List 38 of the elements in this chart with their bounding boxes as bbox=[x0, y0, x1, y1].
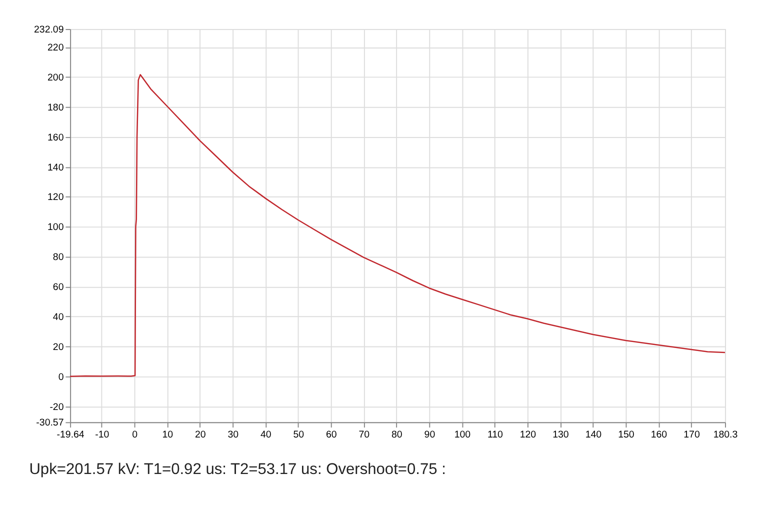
line-series bbox=[70, 74, 725, 378]
x-tick-label: 140 bbox=[585, 429, 602, 440]
y-tick-label: -30.57 bbox=[36, 418, 64, 429]
x-tick-label: 50 bbox=[293, 429, 305, 440]
y-tick-label: 160 bbox=[48, 132, 64, 144]
x-tick-label: 110 bbox=[487, 429, 504, 440]
x-tick-label: 100 bbox=[454, 429, 472, 440]
x-tick-label: 170 bbox=[684, 429, 700, 440]
x-tick-label: 120 bbox=[520, 429, 537, 440]
x-tick-label: 180.3 bbox=[713, 429, 738, 440]
x-tick-label: 160 bbox=[650, 429, 668, 440]
x-tick-label: 150 bbox=[618, 429, 635, 440]
y-tick-label: 0 bbox=[58, 372, 64, 383]
y-tick-label: 60 bbox=[52, 282, 64, 294]
x-tick-label: 70 bbox=[358, 429, 370, 440]
x-tick-label: 30 bbox=[228, 429, 240, 440]
y-tick-label: 220 bbox=[48, 42, 64, 54]
y-tick-label: 180 bbox=[48, 102, 64, 114]
y-tick-label: 140 bbox=[48, 162, 64, 174]
x-tick-label: 80 bbox=[392, 429, 403, 440]
y-tick-label: -20 bbox=[50, 402, 64, 413]
x-tick-label: 20 bbox=[194, 429, 206, 440]
y-tick-label: 200 bbox=[48, 72, 64, 84]
y-tick-label: 40 bbox=[52, 312, 64, 323]
x-tick-label: 10 bbox=[162, 429, 174, 440]
x-tick-label: -19.64 bbox=[56, 429, 85, 440]
x-tick-label: 90 bbox=[424, 429, 436, 440]
y-tick-label: 20 bbox=[52, 342, 64, 353]
x-tick-label: 60 bbox=[326, 429, 338, 440]
x-tick-label: -10 bbox=[95, 429, 110, 440]
y-tick-label: 100 bbox=[48, 222, 64, 234]
y-tick-label: 232.09 bbox=[34, 24, 64, 36]
y-tick-label: 120 bbox=[48, 192, 64, 204]
x-tick-label: 130 bbox=[552, 429, 570, 440]
y-tick-label: 80 bbox=[52, 252, 64, 264]
text: Upk=201.57 kV: T1=0.92 us: T2=53.17 us: Overshoot=0.75 : bbox=[29, 460, 446, 478]
x-tick-label: 40 bbox=[260, 429, 272, 440]
x-tick-label: 0 bbox=[132, 429, 138, 440]
